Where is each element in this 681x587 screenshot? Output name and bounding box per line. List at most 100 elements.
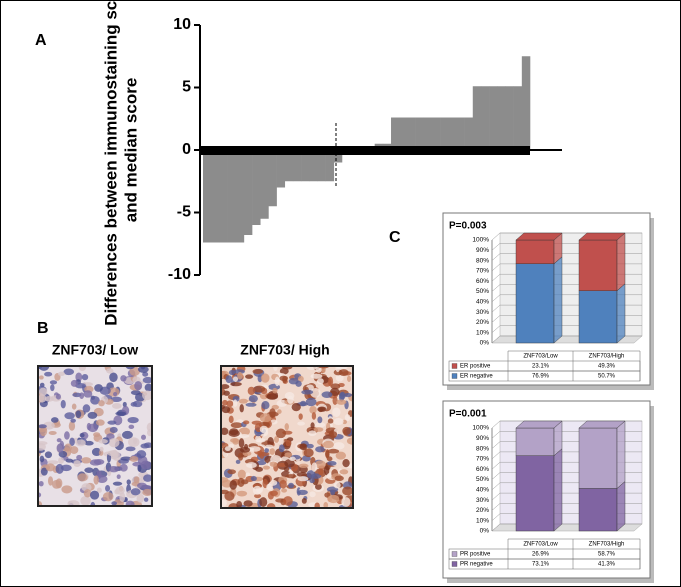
micrograph: [37, 365, 153, 507]
cell: [126, 479, 131, 485]
cell: [256, 438, 266, 443]
cell: [297, 476, 309, 482]
cell: [142, 376, 152, 384]
cell: [310, 373, 323, 379]
cell: [90, 501, 96, 506]
cell: [44, 451, 53, 459]
y-tick-label: 40%: [476, 299, 489, 306]
cell: [273, 366, 278, 371]
cell: [233, 369, 245, 374]
bar-segment: [578, 427, 618, 489]
cell: [49, 380, 58, 385]
bar: [252, 150, 261, 225]
cell: [277, 462, 287, 467]
cell: [230, 422, 243, 429]
cell: [38, 387, 48, 396]
y-tick-label: 70%: [476, 456, 489, 463]
cell: [98, 400, 105, 407]
bar-side: [616, 420, 626, 489]
bar: [480, 86, 490, 150]
cell: [107, 420, 117, 425]
cell: [120, 456, 133, 461]
cell: [113, 392, 118, 397]
cell: [346, 437, 353, 445]
bar: [513, 86, 523, 150]
value-label: 76.9%: [532, 374, 550, 380]
cell: [227, 469, 236, 475]
cell: [250, 475, 257, 482]
bar-segment: [515, 263, 555, 344]
cell: [323, 502, 329, 508]
panel-label: A: [35, 32, 47, 49]
y-tick-label: 0%: [480, 528, 490, 535]
cell: [255, 466, 263, 472]
y-axis-label: and median score: [121, 78, 140, 223]
cell: [298, 463, 309, 469]
cell: [308, 430, 317, 437]
cell: [259, 413, 272, 423]
value-label: 49.3%: [598, 364, 616, 370]
cell: [314, 502, 320, 508]
cell: [247, 386, 256, 396]
legend-swatch: [451, 363, 458, 369]
cell: [317, 416, 323, 424]
cell: [339, 469, 349, 475]
cell: [295, 380, 302, 387]
cell: [64, 443, 72, 452]
cell: [246, 462, 257, 469]
y-tick-label: 80%: [476, 445, 489, 452]
cell: [128, 424, 135, 430]
bar-top: [515, 232, 563, 241]
cell: [110, 396, 122, 403]
cells: [221, 366, 353, 508]
cell: [335, 451, 347, 460]
cell: [64, 412, 75, 420]
cell: [67, 500, 74, 506]
y-tick-label: 100%: [472, 425, 489, 432]
grid-line: [491, 482, 501, 490]
cell: [84, 440, 94, 446]
cell: [80, 495, 91, 506]
chart-title: P=0.001: [449, 409, 487, 420]
cell: [327, 376, 334, 387]
grid-line: [491, 513, 501, 521]
table-header: ZNF703/High: [589, 542, 625, 548]
bar: [431, 117, 441, 150]
cell: [259, 425, 269, 434]
bar-side: [616, 283, 626, 344]
micrograph-border: [37, 365, 153, 507]
bar: [440, 117, 449, 150]
cell: [269, 408, 276, 419]
grid-line: [491, 431, 501, 439]
cell: [327, 494, 340, 504]
cell: [233, 399, 238, 407]
cell: [238, 433, 250, 439]
cell: [105, 485, 111, 492]
y-tick-label: 100%: [472, 237, 489, 244]
cell: [311, 412, 317, 420]
cell: [284, 423, 289, 431]
cell: [125, 446, 136, 452]
cell: [274, 435, 280, 443]
bar: [219, 150, 228, 243]
bar: [260, 150, 269, 219]
cell: [301, 389, 314, 395]
cell: [288, 482, 294, 489]
cell: [252, 485, 262, 495]
cell: [334, 475, 344, 482]
cell: [142, 488, 152, 496]
cell: [285, 439, 291, 447]
cell: [259, 497, 268, 507]
cell: [333, 418, 344, 426]
cell: [39, 426, 48, 437]
cell: [269, 448, 276, 455]
cell: [299, 443, 308, 451]
cell: [136, 493, 145, 503]
cell: [98, 439, 108, 444]
cell: [146, 429, 152, 437]
grid-line: [491, 325, 501, 333]
legend-label: ER negative: [460, 374, 493, 380]
bar: [407, 117, 416, 150]
cell: [130, 488, 141, 496]
